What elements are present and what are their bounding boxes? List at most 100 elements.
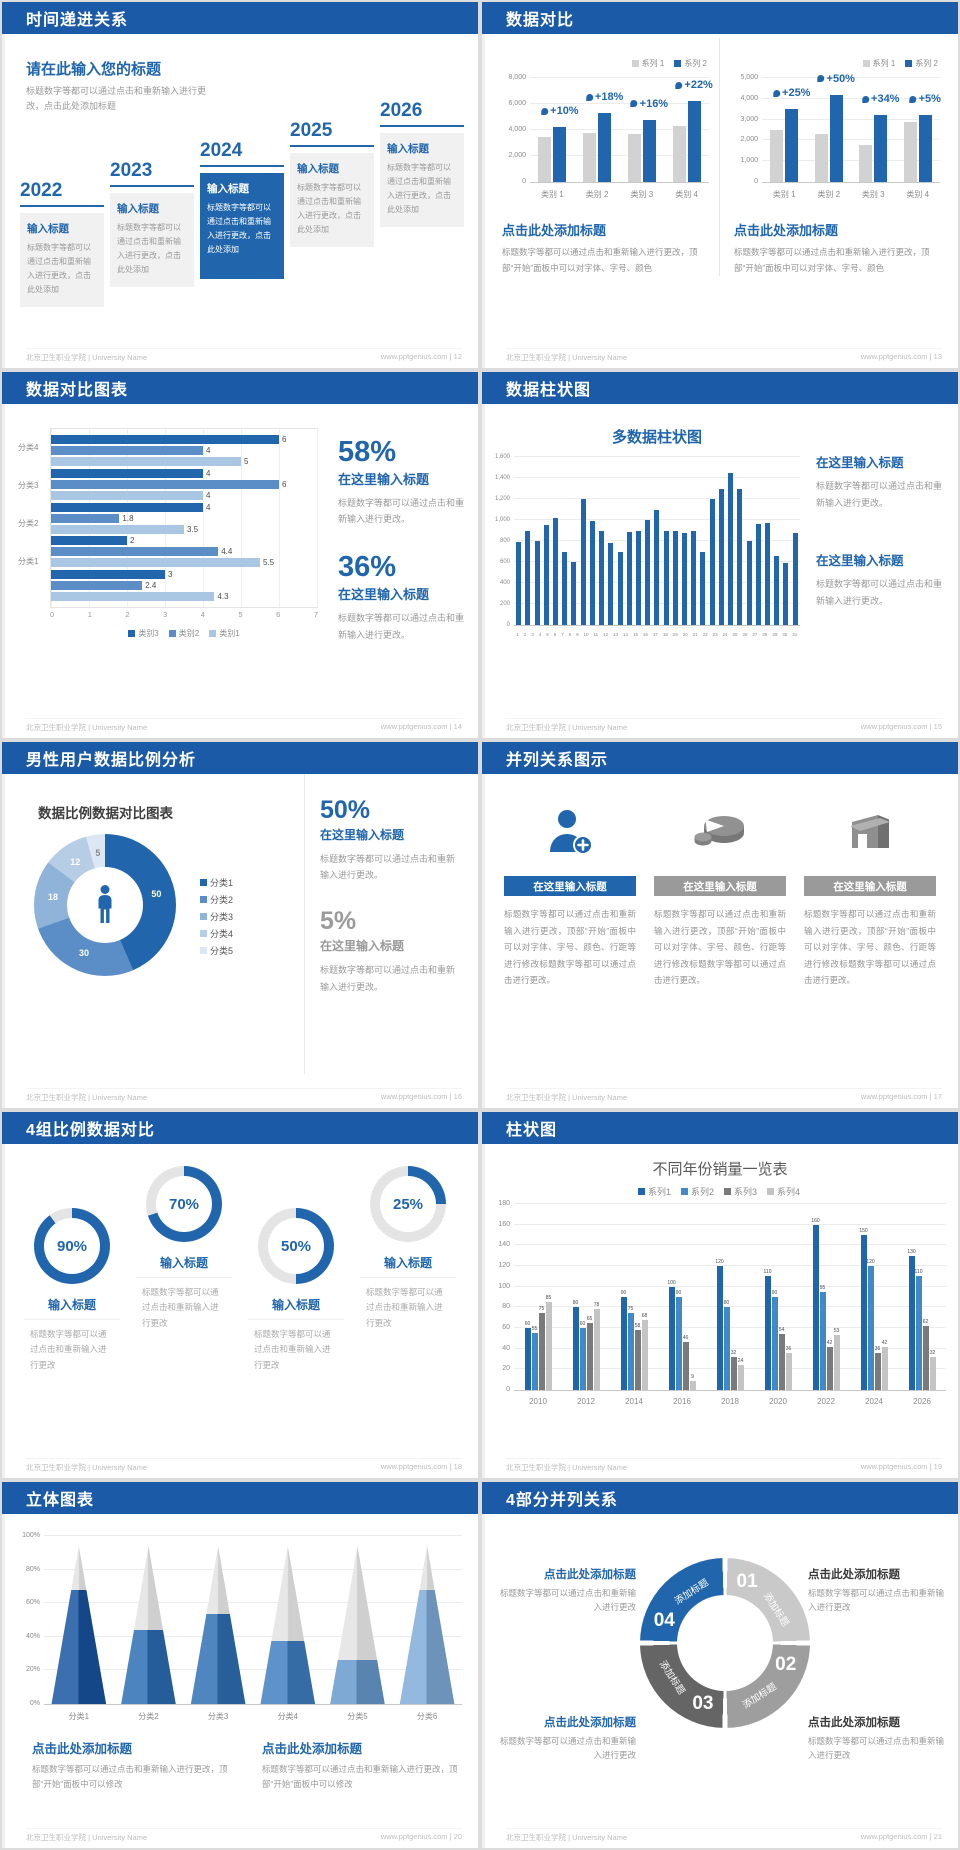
slide-title-bar: 数据对比图表: [2, 372, 478, 404]
slide-13-data-comparison[interactable]: 数据对比 系列 1 系列 2 8,000 6,000 4,000 2,000 0 +10% +1…: [482, 2, 958, 368]
x-tick: 2: [125, 610, 130, 619]
x-tick: 31: [792, 632, 798, 637]
plot-area: [44, 1535, 462, 1705]
bar: [627, 133, 641, 182]
bar: [571, 562, 577, 625]
timeline-year: 2022: [20, 180, 104, 207]
footer-school: 北京卫生职业学院 | University Name: [26, 1463, 148, 1472]
bar: 53: [833, 1328, 840, 1390]
bar: 62: [922, 1319, 929, 1390]
slide-19-yearly-sales-chart[interactable]: 柱状图 不同年份销量一览表 系列1 系列2 系列3 系列4 180 160 140 120 10…: [482, 1112, 958, 1478]
x-tick: 2026: [913, 1397, 931, 1406]
progress-ring-50: 50%: [258, 1208, 334, 1284]
bar-value-label: 68: [641, 1312, 648, 1319]
card-title: 输入标题: [207, 183, 249, 195]
bar-group: +10%: [538, 78, 579, 182]
x-tick: 30: [782, 632, 788, 637]
grouped-bar-chart: 系列1 系列2 系列3 系列4 180 160 140 120 100 80 60 40 20 0 60 55…: [492, 1185, 946, 1406]
gridline: [762, 97, 940, 99]
x-tick: 2: [523, 632, 527, 637]
bar: [859, 144, 873, 182]
progress-ring-90: 90%: [34, 1208, 110, 1284]
bar: [543, 525, 549, 625]
x-tick: 27: [752, 632, 758, 637]
chart-legend: 类别3 类别2 类别1: [50, 628, 318, 639]
pyramid-column: [50, 1546, 108, 1704]
y-axis: 100% 80% 60% 40% 20% 0%: [14, 1532, 44, 1708]
y-tick: 120: [498, 1261, 510, 1269]
bar-value-label: 80: [572, 1300, 579, 1307]
x-tick: 2014: [625, 1397, 643, 1406]
slide-20-3d-chart[interactable]: 立体图表 100% 80% 60% 40% 20% 0% 分类1 分类2 分类3 分类4 分类5 分类…: [2, 1482, 478, 1848]
page-number: 21: [933, 1832, 942, 1841]
grouped-bar-chart: 系列 1 系列 2 5,000 4,000 3,000 2,000 1,000 0 +25% +5…: [732, 59, 940, 200]
legend-item: 系列4: [767, 1185, 800, 1198]
stat-percent: 58%: [338, 436, 397, 468]
bar-value-label: 4.4: [221, 547, 233, 557]
bar-value-label: 80: [723, 1300, 730, 1307]
segmented-ring-diagram: 01 添加标题 02 添加标题 03 添加标题 04 添加标题: [640, 1558, 810, 1728]
slide-12-timeline[interactable]: 时间递进关系 请在此输入您的标题 标题数字等都可以通过点击和重新输入进行更改，点…: [2, 2, 478, 368]
plot-area: 6 4 5 4 6 4 4 1.8 3.5 2 4.4 5.5 3 2.4 4.3: [50, 428, 318, 608]
bar: 130: [907, 1249, 916, 1390]
bar: [51, 468, 203, 478]
x-tick: 2022: [817, 1397, 835, 1406]
gridline: [514, 1244, 946, 1246]
slide-footer: 北京卫生职业学院 | University Name www.pptgenius…: [26, 1828, 462, 1843]
y-tick: 40%: [25, 1632, 40, 1640]
gridline: [530, 129, 709, 130]
bar-group: 120 80 32 24: [715, 1204, 744, 1390]
slide-title-bar: 4部分并列关系: [482, 1482, 958, 1514]
slide-21-four-part-relation[interactable]: 4部分并列关系 01 添加标题 02 添加标题 03 添加标题 04 添加标题 点击此处添加标…: [482, 1482, 958, 1848]
slide-14-comparison-chart[interactable]: 数据对比图表 分类4 分类3 分类2 分类1 6 4 5 4 6 4 4 1.8 3.5 2 4.4 5.5 3…: [2, 372, 478, 738]
bar: 80: [723, 1300, 730, 1390]
legend-item: 类别1: [209, 628, 240, 639]
bar-value-label: 130: [907, 1248, 916, 1255]
bar: +50%: [817, 73, 855, 182]
bar: 75: [538, 1306, 545, 1390]
slice-value-label: 30: [79, 948, 90, 959]
stat-body: 标题数字等都可以通过点击和重新输入进行更改。: [320, 854, 456, 881]
y-tick: 80%: [25, 1565, 40, 1573]
percent-label: +22%: [675, 79, 713, 91]
bar-row: 3: [51, 570, 317, 579]
chart-panels: 系列 1 系列 2 8,000 6,000 4,000 2,000 0 +10% +18% +16…: [482, 34, 958, 277]
slide-16-male-ratio-analysis[interactable]: 男性用户数据比例分析 数据比例数据对比图表 50 30 18 12 5 分类1 分类2 分类…: [2, 742, 478, 1108]
bar: 42: [826, 1340, 833, 1390]
legend-label: 系列 1: [872, 59, 896, 68]
corner-block-bottom-right: 点击此处添加标题 标题数字等都可以通过点击和重新输入进行更改: [808, 1714, 946, 1763]
bar: 85: [545, 1295, 552, 1390]
y-tick: 100%: [22, 1532, 40, 1539]
bar: +10%: [541, 105, 579, 182]
content-wrap: 多数据柱状图 1,600 1,400 1,200 1,000 800 600 400 200 0…: [482, 404, 958, 637]
footer-site: www.pptgenius.com | 21: [860, 1832, 942, 1841]
slide-body: 不同年份销量一览表 系列1 系列2 系列3 系列4 180 160 140 120 100 80 6…: [482, 1158, 958, 1472]
gridline: [241, 429, 242, 607]
bar-group: [552, 457, 558, 625]
block-body: 标题数字等都可以通过点击和重新输入进行更改，顶部“开始”面板中可以对字体、字号、…: [734, 247, 930, 274]
block-title: 点击此处添加标题: [544, 1717, 636, 1729]
slide-17-parallel-relation[interactable]: 并列关系图示 在这里输入标题 标题数字等都可以通过点击和重新输入进行更改，顶部“…: [482, 742, 958, 1108]
x-tick: 23: [712, 632, 718, 637]
three-columns: 在这里输入标题 标题数字等都可以通过点击和重新输入进行更改，顶部“开始”面板中可…: [482, 774, 958, 989]
slide-18-four-ratio-comparison[interactable]: 4组比例数据对比 90% 输入标题 标题数字等都可以通过点击和重新输入进行更改 …: [2, 1112, 478, 1478]
bar-group: 60 55 75 85: [524, 1204, 552, 1390]
segment-number: 01: [736, 1571, 758, 1593]
legend-swatch-icon: [200, 896, 207, 903]
bar-value-label: 160: [811, 1217, 820, 1224]
legend-item: 分类2: [200, 893, 233, 906]
legend-item: 系列 1: [631, 58, 664, 69]
bar: 54: [778, 1327, 785, 1390]
ring-percent-label: 70%: [156, 1176, 212, 1232]
bar: [525, 530, 531, 625]
y-tick: 0: [754, 177, 758, 185]
block-body: 标题数字等都可以通过点击和重新输入进行更改: [808, 1736, 945, 1761]
page-number: 18: [453, 1462, 462, 1471]
pin-icon: [909, 95, 917, 103]
y-tick: 400: [499, 580, 510, 586]
x-tick: 15: [632, 632, 638, 637]
page-number: 13: [933, 352, 942, 361]
slide-body: 请在此输入您的标题 标题数字等都可以通过点击和重新输入进行更改，点击此处添加标题…: [2, 34, 478, 348]
progress-ring-70: 70%: [146, 1166, 222, 1242]
slide-15-column-chart[interactable]: 数据柱状图 多数据柱状图 1,600 1,400 1,200 1,000 800 600 4…: [482, 372, 958, 738]
